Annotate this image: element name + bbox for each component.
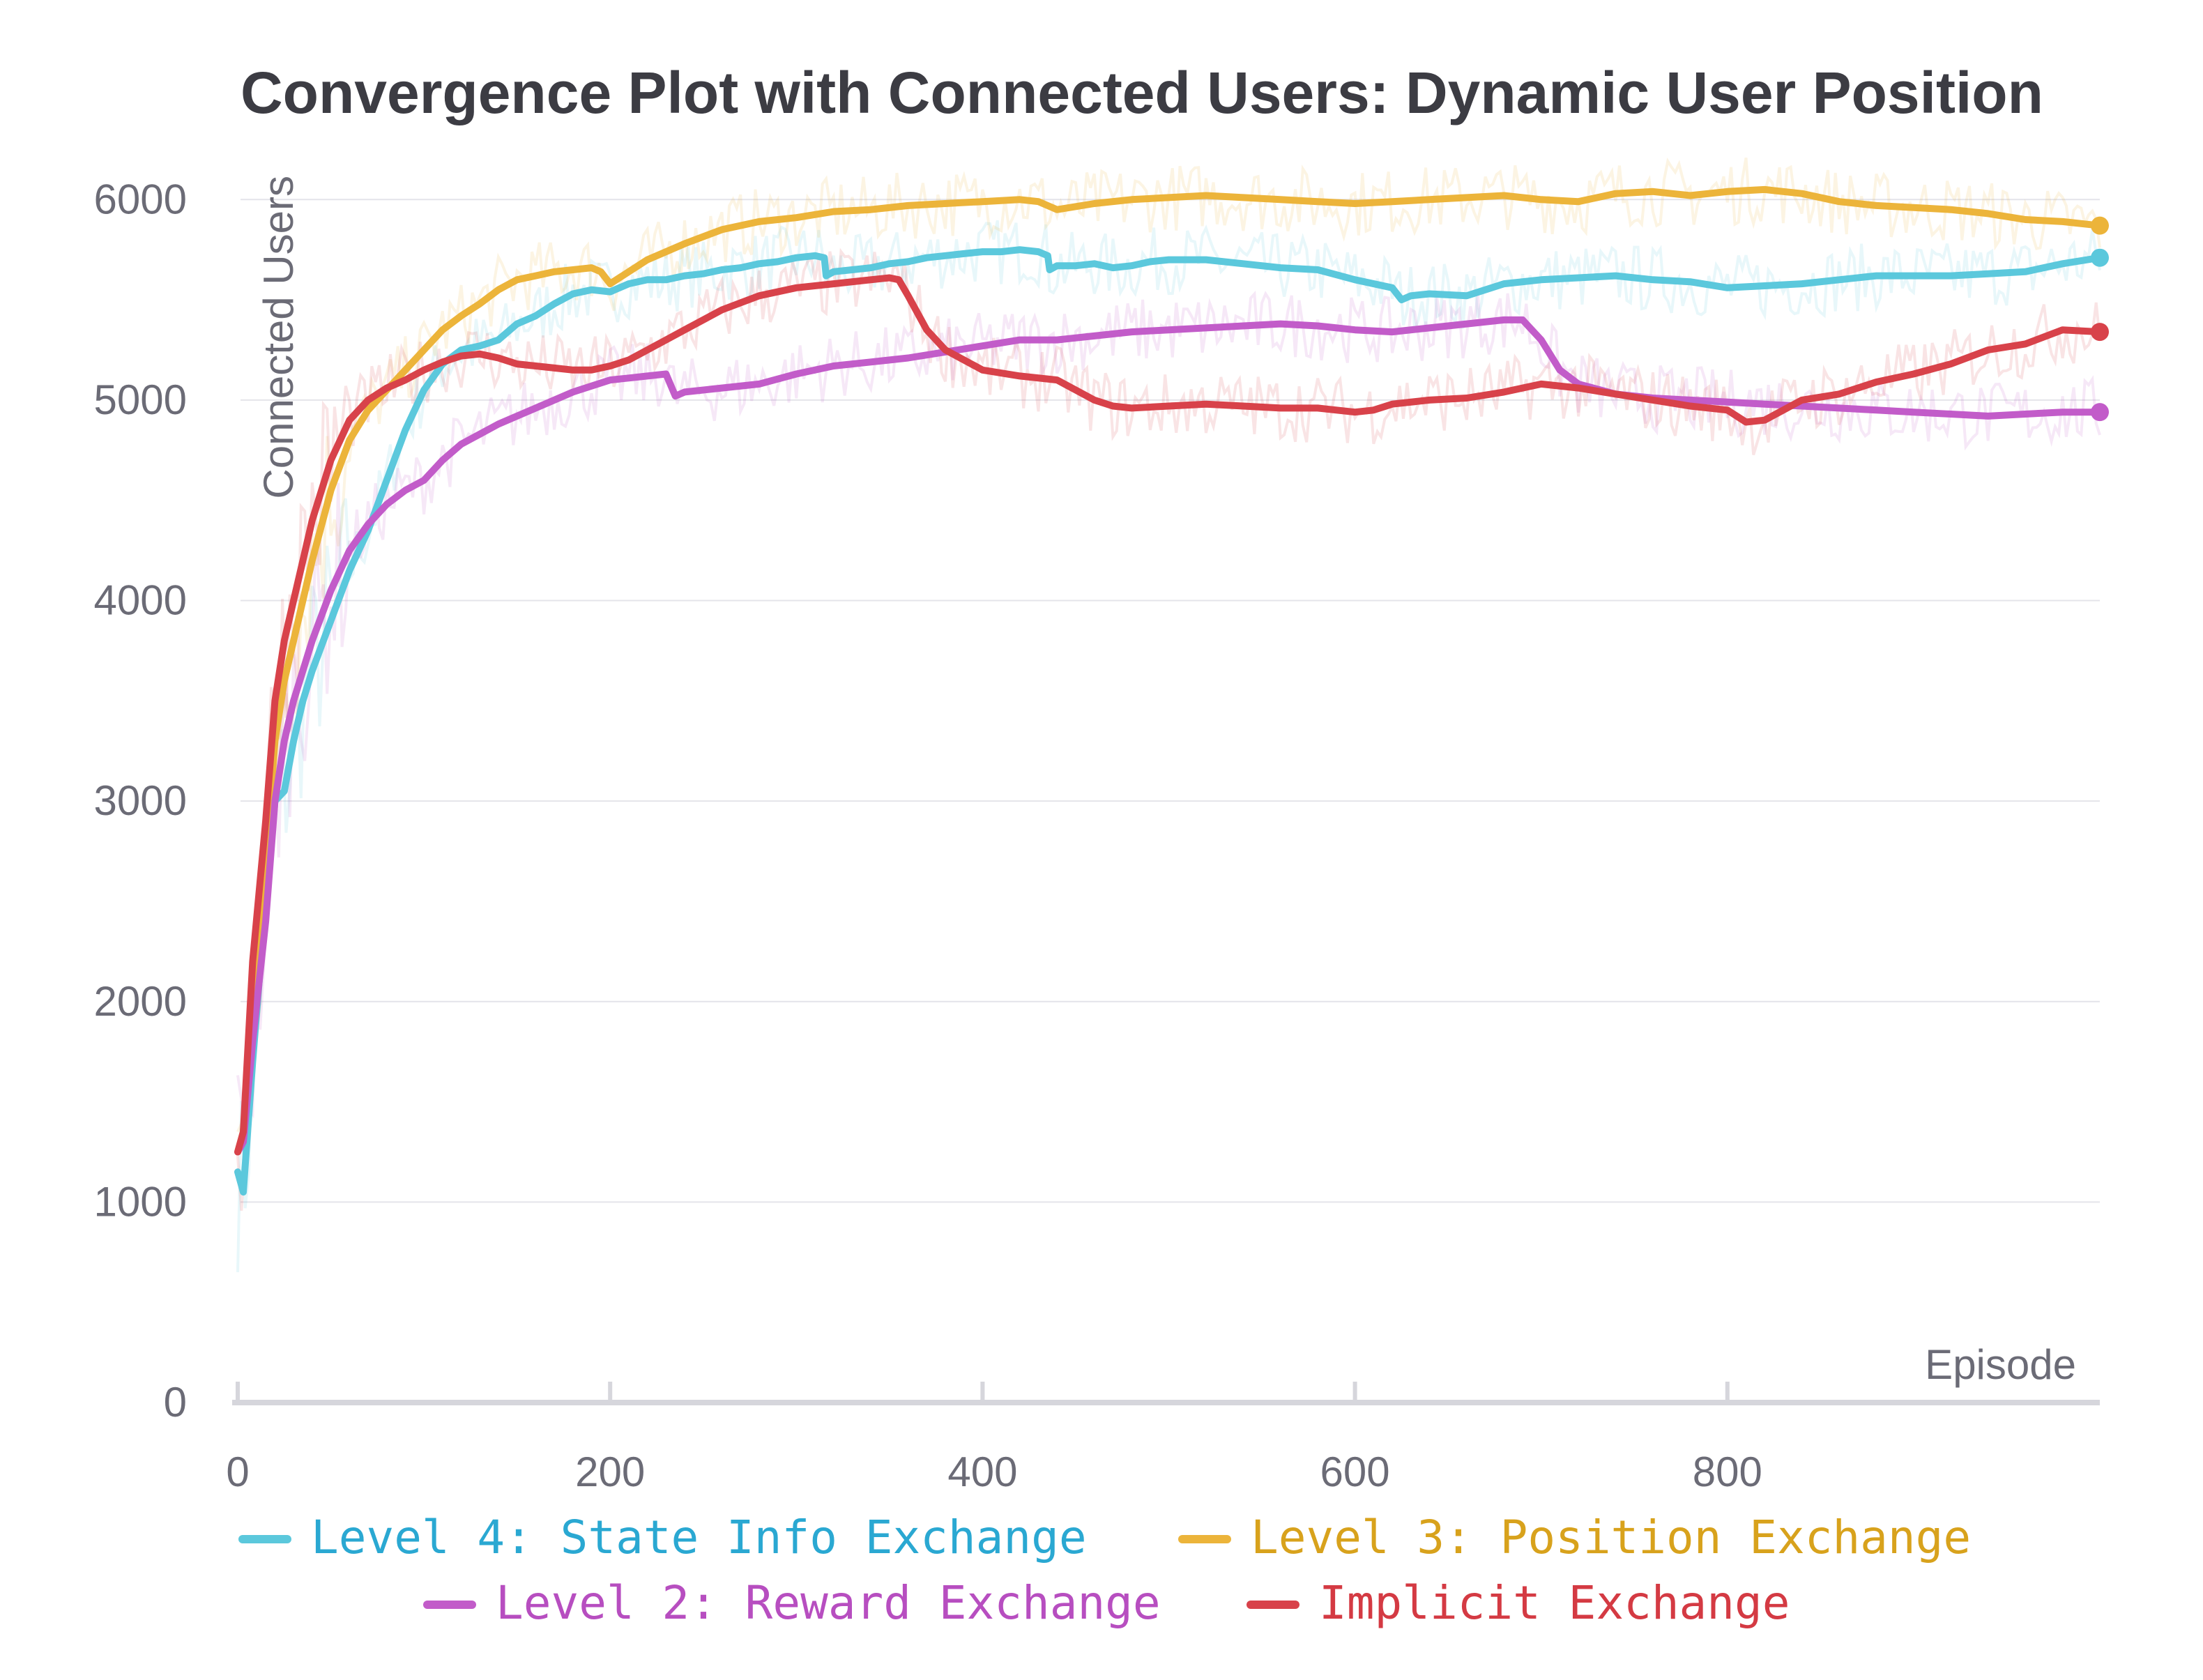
series-end-marker [2091, 216, 2109, 235]
raw-trace [236, 247, 2101, 1211]
legend-label: Implicit Exchange [1319, 1576, 1790, 1630]
y-axis-tick-labels: 0 1000 2000 3000 4000 5000 6000 [94, 176, 187, 1426]
series-end-marker [2091, 403, 2109, 422]
y-axis-title: Connected Users [255, 176, 302, 499]
x-axis [232, 1382, 2100, 1405]
x-tick-label: 400 [947, 1449, 1017, 1495]
legend-label: Level 3: Position Exchange [1251, 1511, 1971, 1564]
x-axis-title: Episode [1925, 1341, 2076, 1388]
chart-title: Convergence Plot with Connected Users: D… [241, 60, 2043, 125]
y-tick-label: 3000 [94, 777, 187, 824]
legend: Level 4: State Info Exchange Level 3: Pos… [238, 1511, 1971, 1630]
series-end-marker [2091, 248, 2109, 267]
legend-label: Level 4: State Info Exchange [311, 1511, 1087, 1564]
raw-trace [236, 290, 2101, 1181]
raw-series-layer [236, 157, 2101, 1273]
series-lines [234, 185, 2109, 1196]
x-axis-tick-labels: 0 200 400 600 800 [226, 1449, 1762, 1495]
series-end-marker [2091, 323, 2109, 342]
legend-label: Level 2: Reward Exchange [496, 1576, 1161, 1630]
raw-trace [236, 157, 2101, 1133]
series-line [234, 246, 2103, 1196]
y-tick-label: 5000 [94, 376, 187, 423]
y-tick-label: 1000 [94, 1178, 187, 1225]
gridlines [241, 199, 2100, 1203]
raw-trace [236, 220, 2101, 1273]
y-tick-label: 0 [164, 1379, 187, 1426]
x-tick-label: 800 [1693, 1449, 1762, 1495]
x-tick-label: 600 [1320, 1449, 1390, 1495]
x-tick-label: 0 [226, 1449, 249, 1495]
series-line [234, 316, 2103, 1156]
y-tick-label: 4000 [94, 577, 187, 624]
x-tick-label: 200 [575, 1449, 645, 1495]
series-line [234, 274, 2103, 1156]
y-tick-label: 6000 [94, 176, 187, 222]
y-tick-label: 2000 [94, 978, 187, 1025]
